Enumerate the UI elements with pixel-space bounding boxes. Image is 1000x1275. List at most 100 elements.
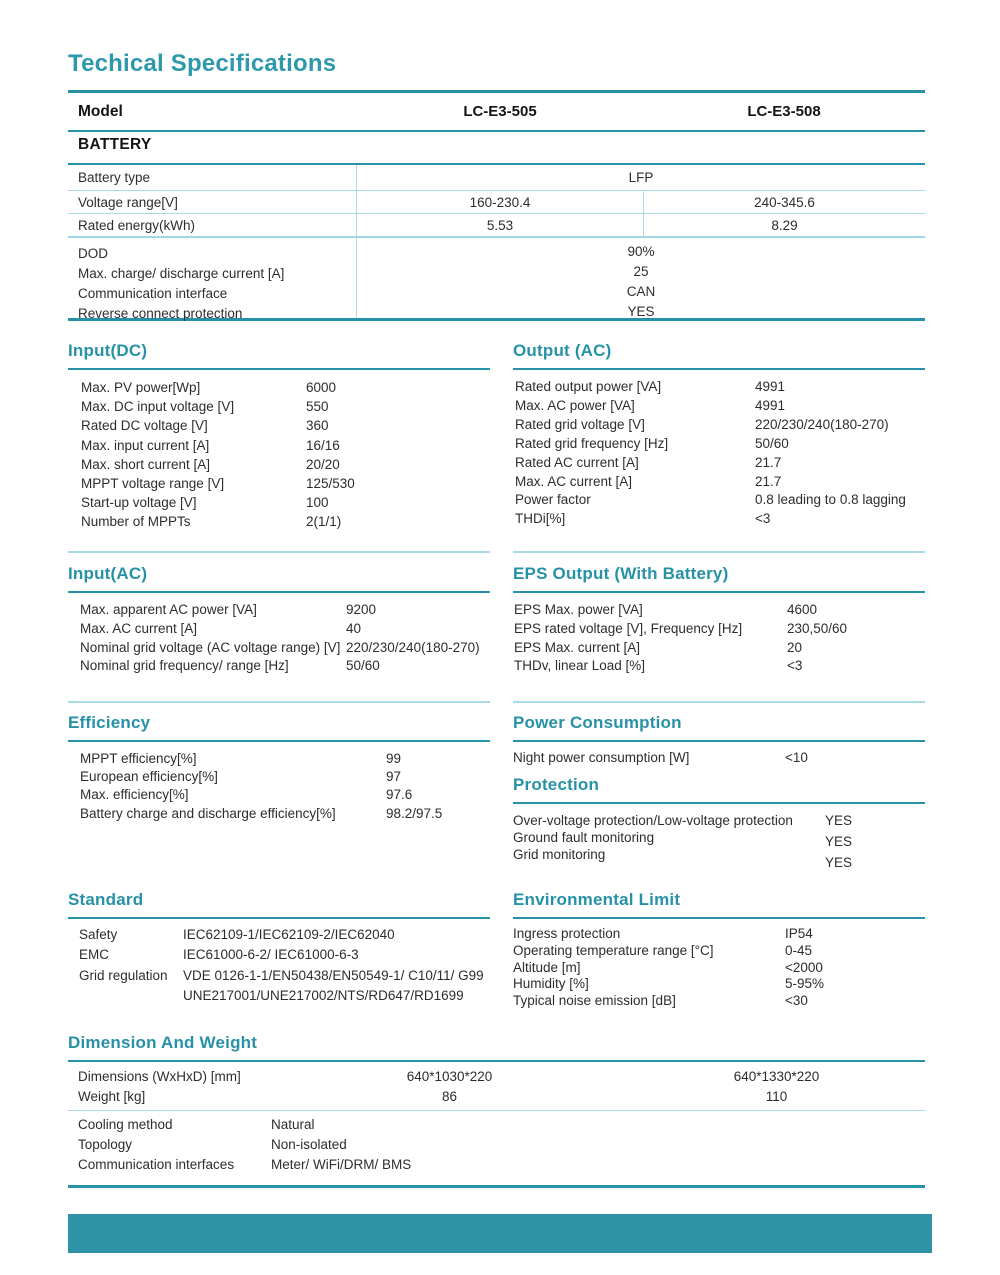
spec-label: Number of MPPTs bbox=[81, 514, 191, 530]
spec-value: 16/16 bbox=[306, 437, 340, 453]
spec-label: THDv, linear Load [%] bbox=[514, 658, 646, 674]
spec-value: 6000 bbox=[306, 380, 337, 395]
spec-row: Max. apparent AC power [VA] 9200 bbox=[68, 601, 490, 620]
spec-label: Rated output power [VA] bbox=[515, 379, 662, 394]
spec-value: <3 bbox=[755, 511, 771, 527]
spec-label: Ground fault monitoring bbox=[513, 830, 655, 845]
spec-row: Over-voltage protection/Low-voltage prot… bbox=[513, 812, 925, 829]
spec-label: Max. apparent AC power [VA] bbox=[80, 602, 257, 617]
table-row: Battery type LFP bbox=[68, 165, 925, 191]
spec-label: Rated grid frequency [Hz] bbox=[515, 435, 669, 451]
row-label: Weight [kg] bbox=[78, 1089, 146, 1104]
spec-rows: Night power consumption [W] <10 bbox=[513, 742, 925, 767]
dimension-common-rows: Cooling method Natural Topology Non-isol… bbox=[68, 1111, 925, 1188]
row-label: Communication interfaces bbox=[78, 1157, 235, 1172]
page-title: Techical Specifications bbox=[68, 50, 337, 77]
spec-value: 5-95% bbox=[785, 976, 825, 992]
spec-label: Max. AC power [VA] bbox=[515, 397, 635, 413]
spec-label: Power factor bbox=[515, 492, 591, 508]
row-value: Non-isolated bbox=[271, 1137, 347, 1152]
spec-row: Typical noise emission [dB] <30 bbox=[513, 993, 925, 1010]
row-label: Rated energy(kWh) bbox=[68, 214, 357, 236]
spec-label: Rated grid voltage [V] bbox=[515, 416, 645, 432]
section-standard: Standard Safety IEC62109-1/IEC62109-2/IEC… bbox=[68, 889, 490, 1007]
spec-value: 230,50/60 bbox=[787, 620, 848, 636]
spec-row: Battery charge and discharge efficiency[… bbox=[68, 805, 490, 823]
table-row: Weight [kg] 86 110 bbox=[68, 1087, 925, 1107]
row-label: Cooling method bbox=[78, 1117, 173, 1132]
spec-label: Over-voltage protection/Low-voltage prot… bbox=[513, 813, 793, 828]
spec-row: THDv, linear Load [%] <3 bbox=[513, 657, 925, 676]
spec-rows: Ingress protection IP54 Operating temperat… bbox=[513, 919, 925, 1010]
spec-label: Start-up voltage [V] bbox=[81, 495, 197, 511]
spec-row: Power factor 0.8 leading to 0.8 lagging bbox=[513, 491, 925, 510]
spec-value: 97 bbox=[386, 769, 402, 785]
spec-rows: EPS Max. power [VA] 4600 EPS rated voltage… bbox=[513, 593, 925, 676]
battery-table: Battery type LFP Voltage range[V] 160-23… bbox=[68, 163, 925, 321]
spec-row: Rated DC voltage [V] 360 bbox=[68, 416, 490, 435]
spec-value: 0.8 leading to 0.8 lagging bbox=[755, 492, 906, 508]
spec-label: European efficiency[%] bbox=[80, 769, 218, 785]
spec-label: Max. AC current [A] bbox=[80, 620, 198, 636]
table-row: Rated energy(kWh) 5.53 8.29 bbox=[68, 214, 925, 238]
spec-value: 40 bbox=[346, 620, 362, 636]
row-label: Topology bbox=[78, 1137, 133, 1152]
row-value-508: 240-345.6 bbox=[643, 191, 925, 213]
spec-label: Operating temperature range [°C] bbox=[513, 942, 714, 958]
row-label: Communication interface bbox=[78, 286, 228, 301]
table-row: Cooling method Natural bbox=[68, 1115, 925, 1135]
section-environmental-limit: Environmental Limit Ingress protection IP… bbox=[513, 889, 925, 1010]
spec-value: 100 bbox=[306, 495, 329, 511]
spec-value: 99 bbox=[386, 751, 402, 766]
spec-row: EMC IEC61000-6-2/ IEC61000-6-3 bbox=[68, 945, 490, 965]
spec-value: 21.7 bbox=[755, 454, 782, 470]
row-value-505: 86 bbox=[441, 1089, 458, 1104]
spec-value: 98.2/97.5 bbox=[386, 805, 443, 821]
table-row: Communication interfaces Meter/ WiFi/DRM… bbox=[68, 1155, 925, 1175]
row-label: Reverse connect protection bbox=[78, 306, 243, 321]
row-value-508: 8.29 bbox=[643, 214, 925, 236]
divider bbox=[513, 701, 925, 703]
spec-label: MPPT efficiency[%] bbox=[80, 751, 197, 766]
spec-row: Max. AC current [A] 40 bbox=[68, 620, 490, 639]
section-title: Protection bbox=[513, 774, 925, 804]
spec-value: IEC62109-1/IEC62109-2/IEC62040 bbox=[183, 927, 395, 942]
spec-label: Max. input current [A] bbox=[81, 437, 210, 453]
row-label: Battery type bbox=[68, 165, 357, 190]
row-value: LFP bbox=[628, 170, 654, 185]
spec-value: YES bbox=[825, 813, 853, 828]
spec-label: Nominal grid frequency/ range [Hz] bbox=[80, 658, 289, 674]
spec-row: MPPT efficiency[%] 99 bbox=[68, 750, 490, 768]
section-title: Input(AC) bbox=[68, 563, 490, 593]
spec-value: 9200 bbox=[346, 602, 377, 617]
section-title: Output (AC) bbox=[513, 340, 925, 370]
model-name-505: LC-E3-505 bbox=[463, 103, 537, 120]
row-value: 90% bbox=[627, 244, 655, 259]
spec-row: Ground fault monitoring YES bbox=[513, 829, 925, 849]
section-output-ac: Output (AC) Rated output power [VA] 4991 M… bbox=[513, 340, 925, 529]
spec-value: 97.6 bbox=[386, 787, 413, 803]
spec-label: Max. PV power[Wp] bbox=[81, 380, 201, 395]
spec-label: EPS Max. current [A] bbox=[514, 639, 641, 655]
spec-label: Nominal grid voltage (AC voltage range) … bbox=[80, 639, 341, 655]
spec-value: <3 bbox=[787, 658, 803, 674]
footer-bar bbox=[68, 1214, 932, 1253]
row-label: Voltage range[V] bbox=[68, 191, 357, 213]
spec-row: Humidity [%] 5-95% bbox=[513, 976, 925, 993]
table-row-group: DOD Max. charge/ discharge current [A] C… bbox=[68, 238, 925, 321]
divider bbox=[68, 551, 490, 553]
spec-row: EPS rated voltage [V], Frequency [Hz] 230… bbox=[513, 620, 925, 639]
spec-row: Rated grid voltage [V] 220/230/240(180-27… bbox=[513, 416, 925, 435]
battery-section-header: BATTERY bbox=[78, 136, 152, 153]
spec-rows: MPPT efficiency[%] 99 European efficiency[… bbox=[68, 742, 490, 823]
row-value-508: 640*1330*220 bbox=[733, 1069, 820, 1084]
spec-label: EPS rated voltage [V], Frequency [Hz] bbox=[514, 620, 743, 636]
spec-value: 220/230/240(180-270) bbox=[346, 639, 480, 655]
spec-row: MPPT voltage range [V] 125/530 bbox=[68, 474, 490, 493]
spec-label: Grid regulation bbox=[79, 967, 168, 983]
divider bbox=[68, 90, 925, 93]
row-labels: DOD Max. charge/ discharge current [A] C… bbox=[68, 238, 357, 321]
row-label: DOD bbox=[78, 246, 108, 261]
spec-row: Start-up voltage [V] 100 bbox=[68, 493, 490, 512]
spec-value: 50/60 bbox=[346, 658, 380, 674]
